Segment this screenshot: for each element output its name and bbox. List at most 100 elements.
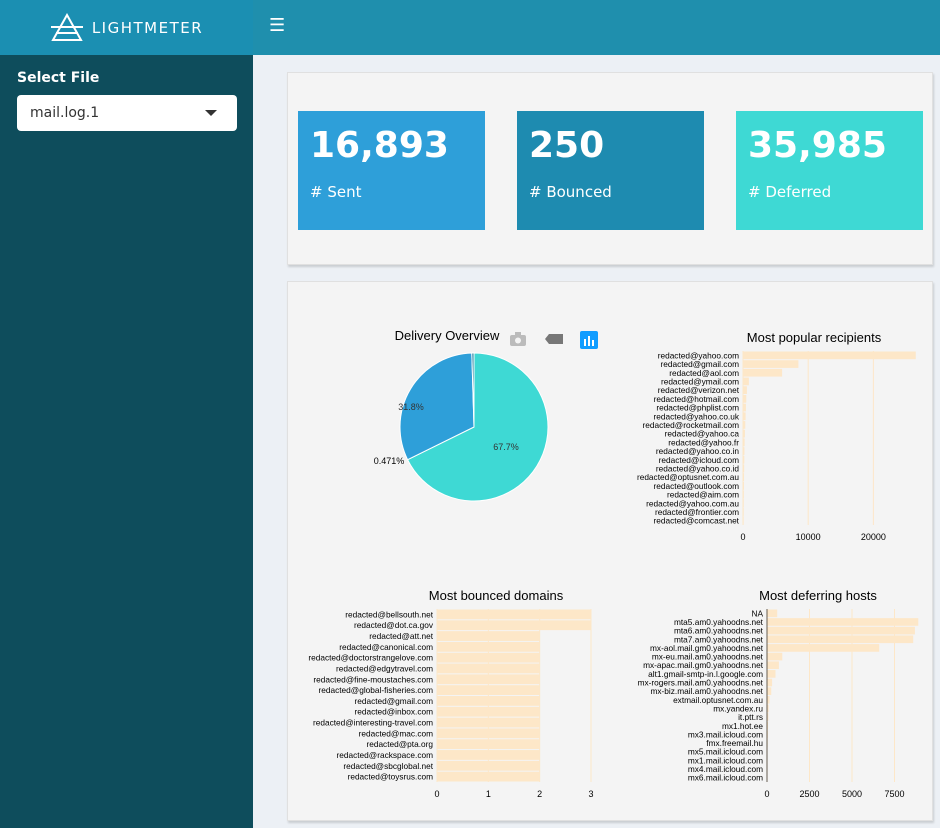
bounced-title: Most bounced domains [429,588,564,603]
x-tick-label: 2 [537,789,542,799]
x-tick-label: 2500 [799,789,819,799]
bar[interactable] [437,696,540,706]
bar[interactable] [743,499,744,508]
bar[interactable] [437,663,540,674]
chevron-down-icon [205,110,217,116]
bar[interactable] [767,678,773,687]
sidebar: Select File mail.log.1 [0,55,253,828]
bar[interactable] [743,455,745,464]
bar[interactable] [767,661,779,670]
bar[interactable] [743,473,745,481]
deferred-value-box: 35,985 # Deferred [736,111,923,230]
bar[interactable] [767,730,768,739]
deferred-label: # Deferred [748,183,832,201]
bar[interactable] [743,368,783,377]
bar[interactable] [767,670,776,678]
bar[interactable] [437,631,540,641]
bar[interactable] [743,395,747,403]
y-category-label: redacted@fine-moustaches.com [313,674,433,684]
pie-slice[interactable] [406,352,549,502]
bar[interactable] [743,490,744,499]
bar[interactable] [767,721,769,730]
pie-slice[interactable] [399,352,475,461]
bar[interactable] [437,652,540,663]
bar[interactable] [743,429,745,438]
bar[interactable] [437,739,540,750]
recipients-title: Most popular recipients [747,330,882,345]
bar[interactable] [743,508,744,516]
y-category-label: redacted@yahoo.fr [668,437,739,447]
top-navbar: LIGHTMETER ☰ [0,0,940,55]
pie-title: Delivery Overview [395,328,500,343]
plotly-logo-icon[interactable] [580,331,598,349]
bar[interactable] [743,421,746,429]
file-select-dropdown[interactable]: mail.log.1 [17,95,237,131]
y-category-label: it.ptt.rs [738,712,763,722]
bar[interactable] [437,717,540,728]
sidebar-toggle-icon[interactable]: ☰ [269,15,286,36]
bar[interactable] [437,760,540,771]
y-category-label: redacted@global-fisheries.com [319,685,434,695]
bar[interactable] [767,696,770,704]
camera-icon[interactable] [510,332,526,346]
bar[interactable] [743,351,916,360]
bar[interactable] [743,377,749,386]
y-category-label: redacted@verizon.net [658,385,740,395]
bar[interactable] [437,685,540,695]
y-category-label: mx4.mail.icloud.com [688,764,763,774]
bar[interactable] [437,641,540,652]
y-category-label: mta5.am0.yahoodns.net [674,617,764,627]
bar[interactable] [437,620,591,631]
sent-value-box: 16,893 # Sent [298,111,485,230]
bar[interactable] [437,706,540,717]
bar[interactable] [767,626,915,635]
bar[interactable] [437,609,591,620]
bar[interactable] [743,403,746,412]
y-category-label: mx-aol.mail.gm0.yahoodns.net [650,643,764,653]
bar[interactable] [767,687,772,695]
bar[interactable] [743,438,745,447]
y-category-label: redacted@yahoo.ca [665,429,740,439]
bar[interactable] [767,739,768,747]
bar[interactable] [743,482,744,490]
brand-name: LIGHTMETER [91,18,204,37]
bar[interactable] [743,464,745,473]
bar[interactable] [743,386,747,394]
y-category-label: mx6.mail.icloud.com [688,773,763,783]
y-category-label: redacted@toysrus.com [348,772,434,782]
bar[interactable] [767,609,778,618]
bar[interactable] [437,771,540,782]
y-category-label: redacted@sbcglobal.net [343,761,433,771]
bar[interactable] [743,412,746,421]
selected-file-value: mail.log.1 [30,105,100,121]
y-category-label: redacted@ymail.com [661,376,739,386]
bar[interactable] [767,652,783,661]
y-category-label: redacted@mac.com [359,728,433,738]
pie-slice-label: 31.8% [398,402,424,412]
pie-slice[interactable] [471,352,475,428]
y-category-label: redacted@dot.ca.gov [354,620,434,630]
tag-icon[interactable] [545,334,563,344]
x-tick-label: 20000 [861,532,886,542]
bar[interactable] [437,728,540,739]
y-category-label: redacted@rackspace.com [336,750,433,760]
bar[interactable] [767,644,880,652]
deferring-hosts-chart: Most deferring hosts 0 2500 5000 7500 NAmta5… [638,588,919,799]
y-category-label: mta6.am0.yahoodns.net [674,626,764,636]
bar[interactable] [743,516,744,525]
bar[interactable] [437,750,540,760]
bar[interactable] [767,618,919,626]
y-category-label: redacted@inbox.com [354,707,433,717]
brand-logo[interactable]: LIGHTMETER [0,0,253,55]
bar[interactable] [767,713,769,721]
bounced-domains-chart: Most bounced domains 0 1 2 3 redacted@bellso… [308,588,593,799]
bar[interactable] [767,635,914,644]
y-category-label: mta7.am0.yahoodns.net [674,634,764,644]
bar[interactable] [767,704,769,713]
bar[interactable] [437,674,540,685]
y-category-label: alt1.gmail-smtp-in.l.google.com [648,669,763,679]
x-tick-label: 0 [434,789,439,799]
bar[interactable] [743,447,745,455]
bar[interactable] [743,360,799,368]
x-tick-label: 1 [486,789,491,799]
